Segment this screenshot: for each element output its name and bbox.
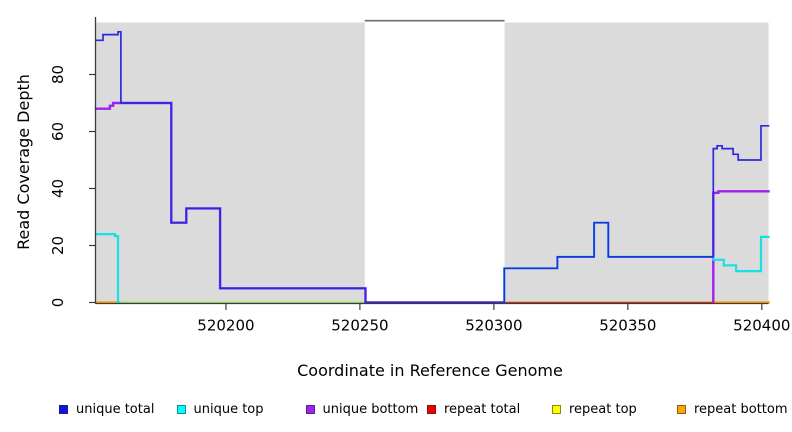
x-tick-label: 520300 (465, 317, 522, 335)
y-tick-label: 20 (49, 236, 67, 255)
legend-item-unique-bottom: unique bottom (305, 400, 419, 418)
y-tick-label: 0 (49, 298, 67, 308)
coverage-plot-canvas: 520200 520250 520300 520350 520400020406080 … (14, 17, 790, 380)
y-tick-label: 60 (49, 122, 67, 141)
x-tick-label: 520200 (197, 317, 254, 335)
x-tick-label: 520400 (733, 317, 790, 335)
legend: unique total unique top unique bottom repea… (0, 400, 792, 420)
legend-swatch-unique-bottom (305, 404, 315, 414)
x-tick-label: 520350 (599, 317, 656, 335)
legend-item-repeat-bottom: repeat bottom (677, 400, 788, 418)
legend-swatch-repeat-bottom (677, 404, 686, 414)
legend-item-unique-top: unique top (176, 400, 264, 418)
axes: 520200 520250 520300 520350 520400 0 20 40 60 80 (49, 17, 790, 335)
legend-swatch-repeat-top (552, 404, 561, 414)
y-tick-label: 80 (49, 65, 67, 84)
legend-label: repeat bottom (694, 401, 788, 417)
series-lines (94, 30, 770, 304)
legend-swatch-unique-top (176, 404, 186, 414)
legend-label: unique total (76, 401, 155, 417)
coverage-gap-region (364, 20, 505, 304)
x-tick-label: 520250 (331, 317, 388, 335)
legend-label: repeat total (444, 401, 521, 417)
legend-label: unique top (193, 401, 264, 417)
legend-item-repeat-total: repeat total (427, 400, 520, 418)
legend-item-repeat-top: repeat top (552, 400, 637, 418)
series-unique-total (95, 30, 770, 304)
legend-label: repeat top (569, 401, 637, 417)
y-tick-label: 40 (49, 179, 67, 198)
y-axis-title: Read Coverage Depth (14, 74, 33, 250)
series-unique-top (94, 233, 121, 304)
legend-swatch-unique-total (59, 404, 68, 414)
legend-item-unique-total: unique total (59, 400, 154, 418)
legend-label: unique bottom (322, 401, 419, 417)
x-axis-title: Coordinate in Reference Genome (297, 361, 563, 380)
plot-panel (96, 19, 769, 304)
legend-swatch-repeat-total (427, 404, 436, 414)
